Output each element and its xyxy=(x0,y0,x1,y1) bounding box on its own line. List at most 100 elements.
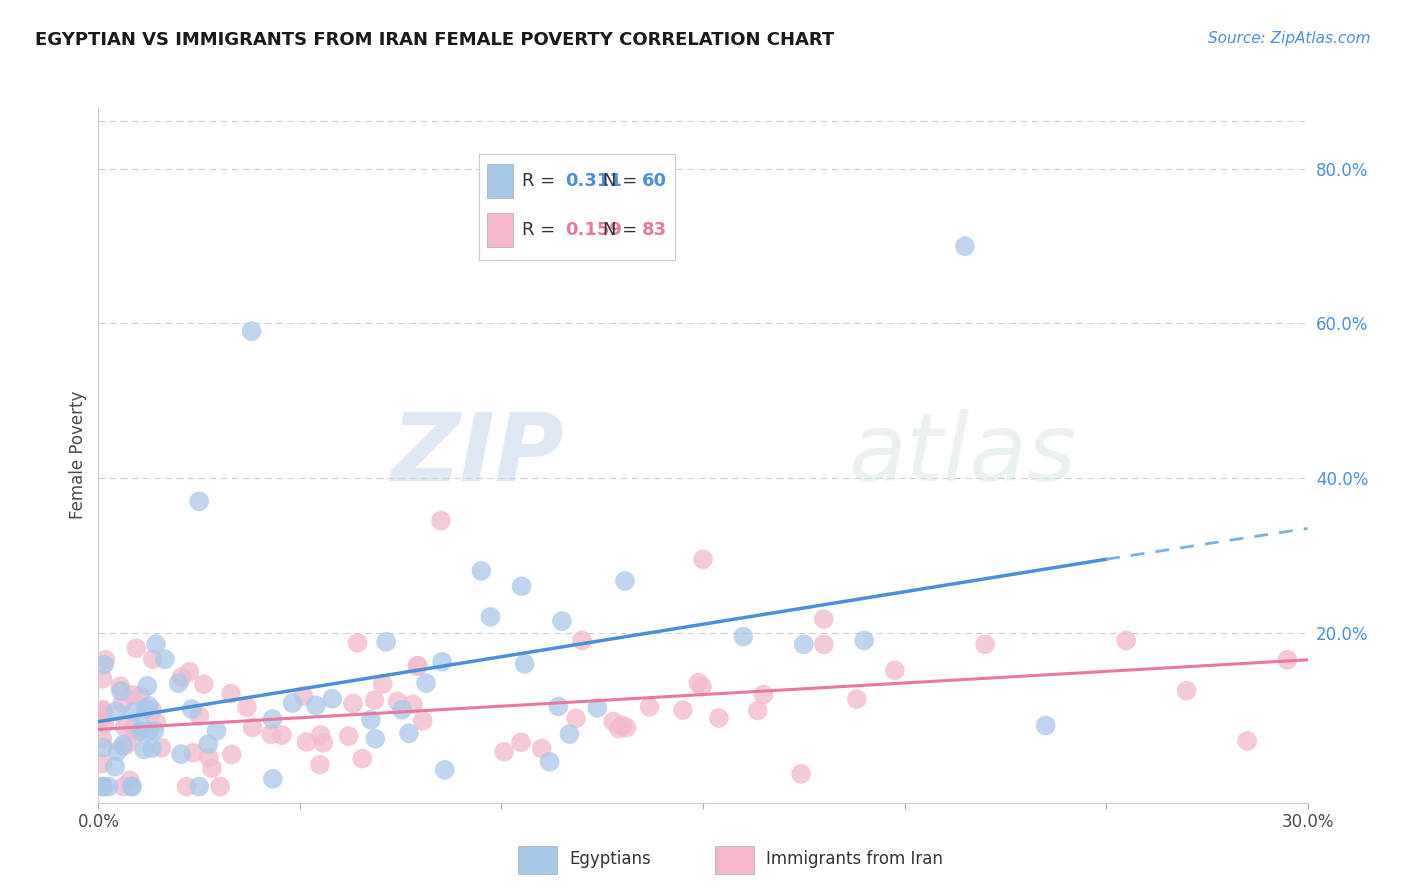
Text: R =: R = xyxy=(523,172,561,190)
Point xyxy=(707,711,730,725)
Point xyxy=(134,702,156,716)
Point xyxy=(125,641,148,656)
Point xyxy=(138,698,160,713)
Point xyxy=(845,692,868,706)
Point xyxy=(752,688,775,702)
Point xyxy=(221,747,243,762)
Point xyxy=(402,698,425,712)
Point xyxy=(479,610,502,624)
Bar xyxy=(714,846,754,874)
Point xyxy=(93,657,115,672)
Point xyxy=(121,780,143,794)
Point xyxy=(406,659,429,673)
Point xyxy=(309,757,332,772)
Point xyxy=(813,612,835,626)
Text: 60: 60 xyxy=(643,172,666,190)
Point xyxy=(104,760,127,774)
Point xyxy=(538,755,561,769)
Point xyxy=(586,701,609,715)
Text: N =: N = xyxy=(603,221,643,239)
Point xyxy=(242,721,264,735)
Point xyxy=(672,703,695,717)
Point xyxy=(111,696,134,710)
Text: 83: 83 xyxy=(643,221,666,239)
Point xyxy=(260,727,283,741)
Point xyxy=(150,740,173,755)
Point xyxy=(181,746,204,760)
Point xyxy=(371,677,394,691)
Point xyxy=(145,714,167,729)
Point xyxy=(412,714,434,728)
Point xyxy=(387,694,409,708)
Point xyxy=(145,637,167,651)
Point xyxy=(121,688,143,702)
Point xyxy=(790,767,813,781)
Point xyxy=(883,663,905,677)
Point xyxy=(953,239,976,253)
Point xyxy=(128,689,150,703)
Point xyxy=(510,735,533,749)
Point xyxy=(91,756,114,771)
Point xyxy=(180,702,202,716)
Point xyxy=(692,552,714,566)
Point xyxy=(209,780,232,794)
Point xyxy=(295,735,318,749)
Point xyxy=(612,718,634,732)
Point xyxy=(430,514,453,528)
Point xyxy=(607,722,630,736)
Point xyxy=(118,773,141,788)
Y-axis label: Female Poverty: Female Poverty xyxy=(69,391,87,519)
Point xyxy=(271,728,294,742)
Point xyxy=(342,697,364,711)
Point xyxy=(602,714,624,729)
Point xyxy=(91,672,114,686)
Point xyxy=(415,676,437,690)
Point xyxy=(138,724,160,739)
Text: Source: ZipAtlas.com: Source: ZipAtlas.com xyxy=(1208,31,1371,46)
Point xyxy=(104,705,127,719)
Point xyxy=(170,670,193,684)
Point xyxy=(170,747,193,762)
Point xyxy=(193,677,215,691)
Point xyxy=(551,614,574,628)
Bar xyxy=(486,213,513,247)
Point xyxy=(1236,734,1258,748)
Point xyxy=(813,637,835,651)
Point xyxy=(188,494,211,508)
Point xyxy=(558,727,581,741)
Point xyxy=(309,728,332,742)
Point xyxy=(127,725,149,739)
Text: ZIP: ZIP xyxy=(391,409,564,501)
Point xyxy=(974,637,997,651)
Point xyxy=(122,705,145,719)
Point xyxy=(136,679,159,693)
Point xyxy=(352,751,374,765)
Point xyxy=(391,703,413,717)
Point xyxy=(262,772,284,786)
Point xyxy=(97,780,120,794)
Point xyxy=(346,636,368,650)
Point xyxy=(747,704,769,718)
Point xyxy=(513,657,536,671)
Text: 0.159: 0.159 xyxy=(565,221,623,239)
Point xyxy=(141,703,163,717)
Text: atlas: atlas xyxy=(848,409,1077,500)
Point xyxy=(510,579,533,593)
Point xyxy=(1035,718,1057,732)
Point xyxy=(1175,683,1198,698)
Point xyxy=(853,633,876,648)
Point xyxy=(321,691,343,706)
Point xyxy=(122,721,145,735)
Point xyxy=(337,729,360,743)
Point xyxy=(91,703,114,717)
Point xyxy=(179,665,201,679)
Point xyxy=(93,780,115,794)
Point xyxy=(115,737,138,751)
Point xyxy=(547,699,569,714)
Point xyxy=(108,679,131,693)
Point xyxy=(470,564,492,578)
Point xyxy=(364,731,387,746)
Point xyxy=(1115,633,1137,648)
Point xyxy=(690,680,713,694)
Point xyxy=(433,763,456,777)
